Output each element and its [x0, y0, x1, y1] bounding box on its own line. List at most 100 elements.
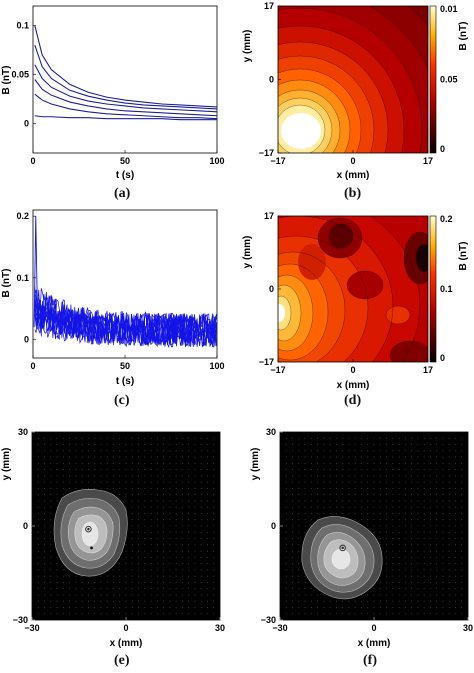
grid-dot: [50, 450, 52, 452]
grid-dot: [144, 519, 146, 521]
grid-dot: [88, 462, 89, 464]
grid-dot: [37, 481, 39, 483]
grid-dot: [442, 450, 444, 452]
panel-caption-b: (b): [344, 186, 362, 201]
grid-dot: [455, 444, 456, 445]
grid-dot: [348, 513, 350, 514]
grid-dot: [56, 575, 58, 577]
grid-dot: [113, 462, 114, 464]
grid-dot: [423, 462, 425, 464]
grid-dot: [448, 444, 450, 445]
grid-dot: [56, 588, 58, 590]
grid-dot: [430, 600, 431, 602]
grid-dot: [398, 556, 400, 558]
grid-dot: [182, 525, 183, 527]
grid-dot: [44, 613, 45, 615]
grid-dot: [100, 575, 102, 577]
grid-dot: [163, 488, 164, 489]
grid-dot: [373, 494, 375, 496]
grid-dot: [37, 513, 39, 514]
grid-dot: [200, 475, 202, 477]
grid-dot: [404, 550, 406, 552]
grid-dot: [398, 575, 400, 577]
grid-dot: [56, 488, 58, 489]
grid-dot: [75, 488, 77, 489]
grid-dot: [182, 513, 183, 514]
grid-dot: [188, 475, 190, 477]
grid-dot: [175, 513, 177, 514]
grid-dot: [423, 519, 425, 521]
grid-dot: [175, 462, 177, 464]
grid-dot: [373, 444, 375, 445]
grid-dot: [455, 613, 456, 615]
grid-dot: [342, 469, 344, 470]
grid-dot: [386, 519, 387, 521]
grid-dot: [354, 506, 356, 508]
grid-dot: [62, 494, 64, 496]
grid-dot: [411, 588, 412, 590]
panel-f-source-blob: [301, 516, 383, 600]
grid-dot: [336, 506, 337, 508]
grid-dot: [298, 588, 300, 590]
grid-dot: [200, 456, 202, 458]
grid-dot: [169, 588, 171, 590]
grid-dot: [392, 494, 394, 496]
grid-dot: [44, 481, 45, 483]
grid-dot: [379, 519, 381, 521]
grid-dot: [317, 607, 318, 608]
grid-dot: [182, 544, 183, 546]
grid-dot: [436, 462, 438, 464]
grid-dot: [392, 600, 394, 602]
grid-dot: [188, 613, 190, 615]
grid-dot: [298, 569, 300, 571]
grid-dot: [131, 500, 133, 502]
grid-dot: [37, 475, 39, 477]
grid-dot: [411, 444, 412, 445]
grid-dot: [386, 456, 387, 458]
grid-dot: [292, 450, 293, 452]
grid-dot: [323, 456, 325, 458]
grid-dot: [342, 444, 344, 445]
grid-dot: [37, 575, 39, 577]
grid-dot: [100, 444, 102, 445]
grid-dot: [379, 469, 381, 470]
grid-dot: [182, 550, 183, 552]
grid-dot: [285, 500, 287, 502]
grid-dot: [150, 544, 152, 546]
grid-dot: [194, 475, 196, 477]
grid-dot: [379, 594, 381, 596]
grid-dot: [392, 506, 394, 508]
grid-dot: [304, 519, 306, 521]
grid-dot: [194, 437, 196, 439]
grid-dot: [50, 563, 52, 564]
grid-dot: [417, 550, 419, 552]
grid-dot: [417, 588, 419, 590]
grid-dot: [163, 481, 164, 483]
grid-dot: [417, 531, 419, 533]
grid-dot: [182, 475, 183, 477]
grid-dot: [182, 538, 183, 539]
grid-dot: [113, 607, 114, 608]
grid-dot: [430, 550, 431, 552]
grid-dot: [138, 500, 139, 502]
grid-dot: [367, 506, 369, 508]
grid-dot: [131, 594, 133, 596]
grid-dot: [200, 538, 202, 539]
grid-dot: [144, 594, 146, 596]
grid-dot: [106, 594, 108, 596]
grid-dot: [373, 456, 375, 458]
grid-dot: [75, 481, 77, 483]
grid-dot: [156, 563, 158, 564]
grid-dot: [285, 613, 287, 615]
grid-dot: [436, 506, 438, 508]
grid-dot: [354, 462, 356, 464]
grid-dot: [336, 475, 337, 477]
grid-dot: [442, 569, 444, 571]
grid-dot: [455, 563, 456, 564]
grid-dot: [367, 469, 369, 470]
grid-dot: [88, 488, 89, 489]
grid-dot: [200, 488, 202, 489]
grid-dot: [448, 488, 450, 489]
series-line: [34, 303, 217, 348]
grid-dot: [361, 481, 362, 483]
